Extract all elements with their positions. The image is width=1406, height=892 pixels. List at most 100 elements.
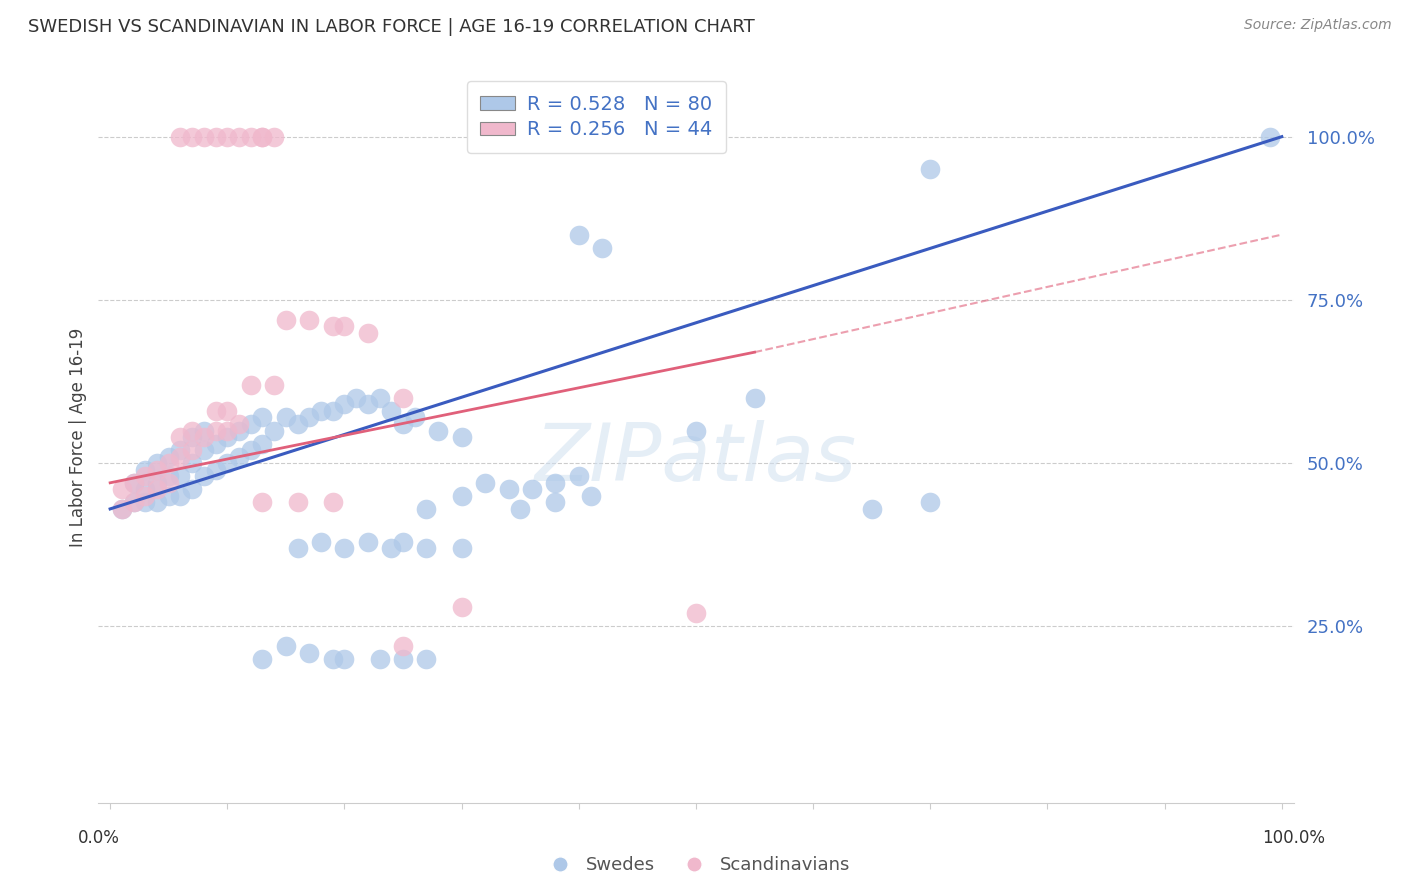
Point [169,450,191,464]
Point [368,652,391,666]
Point [146,495,169,509]
Point [309,534,332,549]
Point [298,646,321,660]
Point [204,436,226,450]
Point [193,443,215,458]
Point [134,469,156,483]
Point [146,483,169,497]
Point [111,502,134,516]
Point [509,502,531,516]
Legend: Swedes, Scandinavians: Swedes, Scandinavians [534,849,858,881]
Point [217,404,239,418]
Point [322,495,344,509]
Point [252,436,274,450]
Y-axis label: In Labor Force | Age 16-19: In Labor Force | Age 16-19 [69,327,87,547]
Point [415,541,437,555]
Point [357,534,380,549]
Point [181,456,204,470]
Point [450,599,472,614]
Point [450,489,472,503]
Text: 100.0%: 100.0% [1263,830,1324,847]
Point [309,404,332,418]
Point [111,483,134,497]
Point [181,483,204,497]
Point [860,502,883,516]
Point [134,483,156,497]
Point [146,475,169,490]
Point [252,129,274,144]
Point [498,483,520,497]
Point [685,607,707,621]
Point [228,417,250,431]
Point [380,541,402,555]
Point [344,391,367,405]
Point [122,475,145,490]
Point [287,541,309,555]
Point [274,639,297,653]
Point [122,475,145,490]
Point [298,312,321,326]
Point [204,404,226,418]
Point [193,129,215,144]
Point [181,443,204,458]
Point [685,424,707,438]
Point [134,495,156,509]
Point [228,450,250,464]
Point [228,424,250,438]
Point [157,450,180,464]
Point [252,495,274,509]
Point [404,410,426,425]
Point [274,312,297,326]
Point [450,430,472,444]
Point [298,410,321,425]
Point [239,377,262,392]
Point [274,410,297,425]
Point [157,489,180,503]
Point [392,391,415,405]
Point [544,475,567,490]
Point [146,456,169,470]
Point [239,417,262,431]
Point [181,424,204,438]
Point [122,495,145,509]
Point [169,469,191,483]
Point [333,652,356,666]
Point [579,489,602,503]
Point [591,241,613,255]
Point [204,129,226,144]
Point [134,463,156,477]
Point [169,489,191,503]
Point [920,162,942,177]
Point [287,495,309,509]
Point [181,430,204,444]
Point [157,469,180,483]
Point [744,391,766,405]
Point [193,469,215,483]
Point [217,129,239,144]
Point [357,397,380,411]
Point [252,410,274,425]
Point [333,319,356,334]
Point [287,417,309,431]
Point [239,443,262,458]
Point [333,397,356,411]
Point [169,443,191,458]
Point [263,424,285,438]
Point [193,430,215,444]
Point [357,326,380,340]
Point [169,129,191,144]
Point [122,495,145,509]
Point [263,377,285,392]
Point [322,652,344,666]
Point [1258,129,1281,144]
Point [217,424,239,438]
Point [263,129,285,144]
Point [333,541,356,555]
Point [157,456,180,470]
Point [193,424,215,438]
Point [169,430,191,444]
Point [157,475,180,490]
Text: 0.0%: 0.0% [77,830,120,847]
Point [111,502,134,516]
Point [252,129,274,144]
